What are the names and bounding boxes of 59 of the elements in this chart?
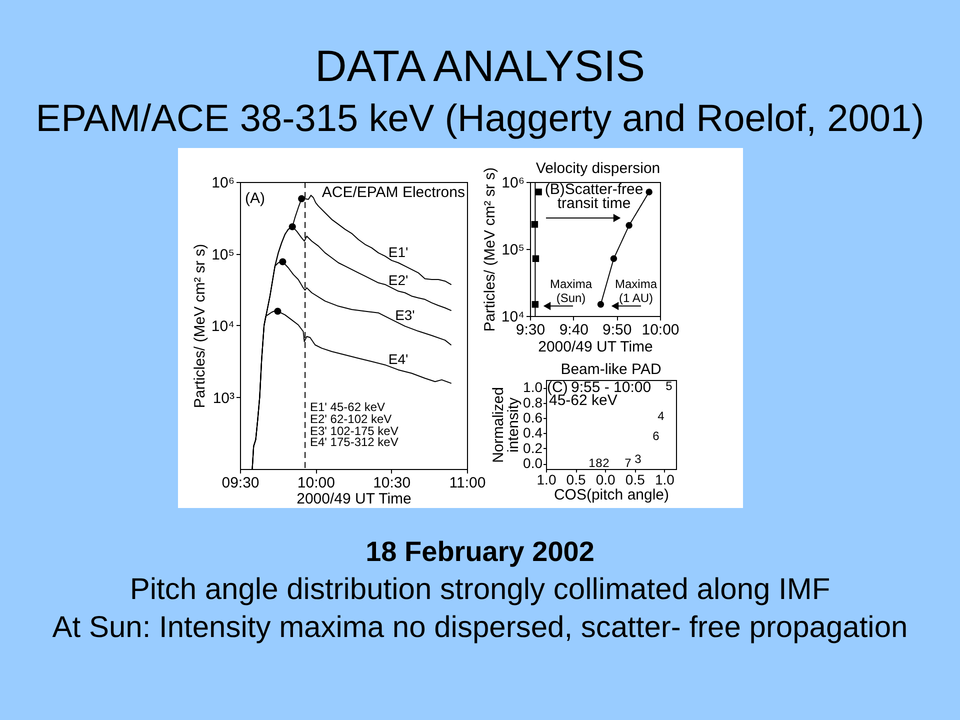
text: 18 February 2002: [366, 536, 594, 567]
x-tick-label: 0.0: [596, 472, 616, 488]
annotation: E2' 62-102 keV: [310, 412, 392, 426]
x-tick-label: 11:00: [449, 474, 486, 492]
x-tick-label: 09:30: [222, 474, 260, 492]
y-tick-label: 1.0: [523, 379, 543, 396]
annotation: 6: [652, 429, 660, 443]
text: Pitch angle distribution strongly collimated along IMF: [130, 573, 830, 606]
chart-title: Velocity dispersion: [536, 160, 660, 177]
y-tick-label: 10³: [212, 390, 234, 407]
y-axis-title: Particles/ (MeV cm² sr s): [481, 167, 498, 332]
x-axis-title: 2000/49 UT Time: [296, 490, 412, 508]
chart-title: Beam-like PAD: [560, 361, 662, 378]
annotation: (C): [547, 379, 568, 396]
x-axis-title: COS(pitch angle): [554, 486, 670, 504]
series-label: E3': [395, 307, 415, 324]
text: At Sun: Intensity maxima no dispersed, scatter- free propagation: [52, 611, 908, 644]
y-tick-label: 0.6: [523, 410, 543, 426]
annotation: 2: [602, 456, 610, 470]
y-tick-label: 0.2: [523, 440, 543, 456]
annotation: Maxima (1 AU): [614, 277, 658, 305]
x-axis-title: 2000/49 UT Time: [538, 338, 653, 356]
x-tick-label: 0.5: [625, 472, 646, 488]
y-tick-label: 10⁵: [212, 246, 234, 264]
y-axis-title: Normalized intensity: [490, 387, 522, 463]
x-tick-label: 1.0: [654, 472, 675, 488]
annotation: 4: [658, 409, 665, 423]
text: DATA ANALYSIS: [314, 42, 646, 91]
y-tick-label: 0.4: [523, 424, 543, 441]
text: EPAM/ACE 38-315 keV (Haggerty and Roelof, 2001): [36, 98, 924, 140]
x-tick-label: 0.5: [566, 472, 586, 488]
annotation: Maxima (Sun): [550, 277, 592, 305]
annotation: E1' 45-62 keV: [310, 400, 386, 414]
x-tick-label: 10:00: [642, 322, 680, 338]
x-tick-label: 9:40: [559, 322, 589, 338]
y-tick-label: 10⁶: [502, 174, 524, 192]
annotation: 3: [634, 452, 642, 466]
x-tick-label: 9:50: [602, 322, 632, 338]
annotation: 7: [624, 456, 632, 470]
y-tick-label: 10⁶: [212, 174, 234, 192]
y-tick-label: 10⁴: [211, 318, 234, 335]
y-tick-label: 10⁵: [502, 242, 524, 258]
x-tick-label: 10:00: [297, 474, 335, 492]
series-label: E1': [388, 244, 408, 260]
y-tick-label: 0.8: [523, 394, 543, 410]
x-tick-label: 1.0: [536, 472, 556, 488]
x-tick-label: 10:30: [373, 474, 411, 492]
annotation: 5: [666, 379, 673, 393]
annotation: E3' 102-175 keV: [310, 424, 398, 438]
series-label: E2': [388, 272, 408, 288]
annotation: E4' 175-312 keV: [310, 435, 398, 449]
annotation: 1: [588, 456, 596, 470]
y-tick-label: 0.0: [523, 455, 543, 472]
annotation: (B)Scatter-free transit time: [544, 181, 644, 212]
annotation: 8: [596, 456, 603, 470]
y-axis-title: Particles/ (MeV cm² sr s): [191, 244, 208, 408]
annotation: ACE/EPAM Electrons: [322, 184, 465, 201]
series-label: E4': [388, 350, 408, 367]
annotation: (A): [245, 190, 265, 207]
